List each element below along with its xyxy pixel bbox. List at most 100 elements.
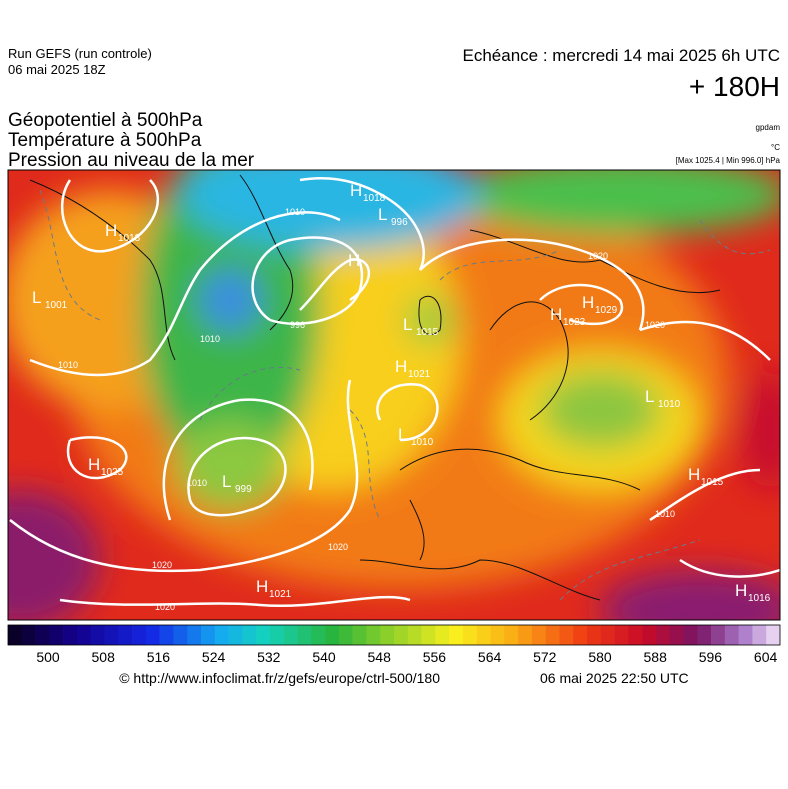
center-letter: L <box>403 315 412 334</box>
map <box>8 170 780 620</box>
center-value: 1010 <box>411 437 434 448</box>
isobar-label: 1020 <box>588 251 608 261</box>
colorbar-swatch <box>366 625 381 645</box>
colorbar-swatch <box>504 625 519 645</box>
center-letter: H <box>550 305 562 324</box>
colorbar-swatch <box>614 625 629 645</box>
center-letter: H <box>348 251 360 270</box>
colorbar-swatch <box>187 625 202 645</box>
colorbar-swatch <box>132 625 147 645</box>
colorbar-swatch <box>600 625 615 645</box>
center-letter: H <box>105 221 117 240</box>
colorbar-swatch <box>490 625 505 645</box>
unit: [Max 1025.4 | Min 996.0] hPa <box>676 156 781 165</box>
center-value: 1018 <box>118 233 141 244</box>
colorbar-swatch <box>159 625 174 645</box>
colorbar-swatch <box>173 625 188 645</box>
center-letter: L <box>222 472 231 491</box>
colorbar-swatch <box>35 625 50 645</box>
colorbar-label: 556 <box>423 649 447 665</box>
center-value: 1015 <box>416 327 439 338</box>
colorbar-swatch <box>104 625 119 645</box>
center-letter: L <box>378 205 387 224</box>
colorbar-label: 532 <box>257 649 281 665</box>
colorbar-swatch <box>587 625 602 645</box>
colorbar-swatch <box>518 625 533 645</box>
center-letter: H <box>256 577 268 596</box>
colorbar-swatch <box>573 625 588 645</box>
center-letter: H <box>395 357 407 376</box>
forecast-time: Echéance : mercredi 14 mai 2025 6h UTC <box>463 46 781 65</box>
colorbar-label: 580 <box>588 649 612 665</box>
colorbar-label: 596 <box>699 649 723 665</box>
colorbar: 500 508 516 524 532 540 548 556 564 572 580 588 596 6… <box>7 624 781 665</box>
colorbar-swatch <box>63 625 78 645</box>
colorbar-swatch <box>407 625 422 645</box>
isobar-label: 1020 <box>155 602 175 612</box>
isobar-label: 1020 <box>328 542 348 552</box>
colorbar-swatch <box>724 625 739 645</box>
colorbar-swatch <box>325 625 340 645</box>
isobar-label: 1010 <box>285 207 305 217</box>
colorbar-swatch <box>228 625 243 645</box>
source: © http://www.infoclimat.fr/z/gefs/europe… <box>119 670 440 686</box>
colorbar-swatch <box>531 625 546 645</box>
center-value: 1029 <box>595 305 618 316</box>
isobar-label: 1020 <box>152 560 172 570</box>
colorbar-label: 500 <box>36 649 60 665</box>
colorbar-swatch <box>338 625 353 645</box>
colorbar-swatch <box>766 625 781 645</box>
colorbar-swatch <box>49 625 64 645</box>
center-value: 1023 <box>563 317 586 328</box>
colorbar-swatch <box>752 625 767 645</box>
colorbar-label: 540 <box>312 649 336 665</box>
colorbar-swatch <box>380 625 395 645</box>
center-letter: H <box>735 581 747 600</box>
center-value: 1018 <box>363 193 386 204</box>
isobar-label: 1010 <box>187 478 207 488</box>
colorbar-label: 564 <box>478 649 502 665</box>
center-value: 1025 <box>101 467 124 478</box>
colorbar-swatch <box>449 625 464 645</box>
colorbar-label: 572 <box>533 649 557 665</box>
colorbar-swatch <box>462 625 478 645</box>
center-value: 1015 <box>701 477 724 488</box>
center-value: 1016 <box>748 593 771 604</box>
center-letter: L <box>32 288 41 307</box>
colorbar-label: 508 <box>92 649 116 665</box>
colorbar-swatch <box>545 625 560 645</box>
colorbar-swatch <box>145 625 160 645</box>
colorbar-swatch <box>297 625 312 645</box>
colorbar-swatch <box>214 625 229 645</box>
colorbar-swatch <box>118 625 133 645</box>
field-title: Température à 500hPa <box>8 130 202 151</box>
colorbar-swatch <box>669 625 684 645</box>
colorbar-swatch <box>628 625 643 645</box>
unit: °C <box>771 143 780 152</box>
colorbar-swatch <box>283 625 298 645</box>
center-letter: H <box>350 181 362 200</box>
center-value: 1010 <box>658 399 681 410</box>
unit: gpdam <box>756 123 781 132</box>
map-frame <box>7 169 781 621</box>
colorbar-swatch <box>697 625 712 645</box>
colorbar-swatch <box>559 625 574 645</box>
colorbar-swatch <box>76 625 92 645</box>
colorbar-swatch <box>311 625 326 645</box>
isobar-label: 1010 <box>58 360 78 370</box>
colorbar-label: 588 <box>644 649 668 665</box>
colorbar-label: 516 <box>147 649 171 665</box>
isobar-label: 1020 <box>645 320 665 330</box>
colorbar-swatch <box>711 625 726 645</box>
center-letter: H <box>88 455 100 474</box>
colorbar-swatch <box>90 625 105 645</box>
colorbar-swatch <box>655 625 671 645</box>
colorbar-label: 548 <box>368 649 392 665</box>
colorbar-swatch <box>738 625 753 645</box>
colorbar-swatch <box>242 625 257 645</box>
colorbar-swatch <box>642 625 657 645</box>
center-letter: L <box>645 387 654 406</box>
center-letter: L <box>398 425 407 444</box>
colorbar-swatch <box>421 625 436 645</box>
